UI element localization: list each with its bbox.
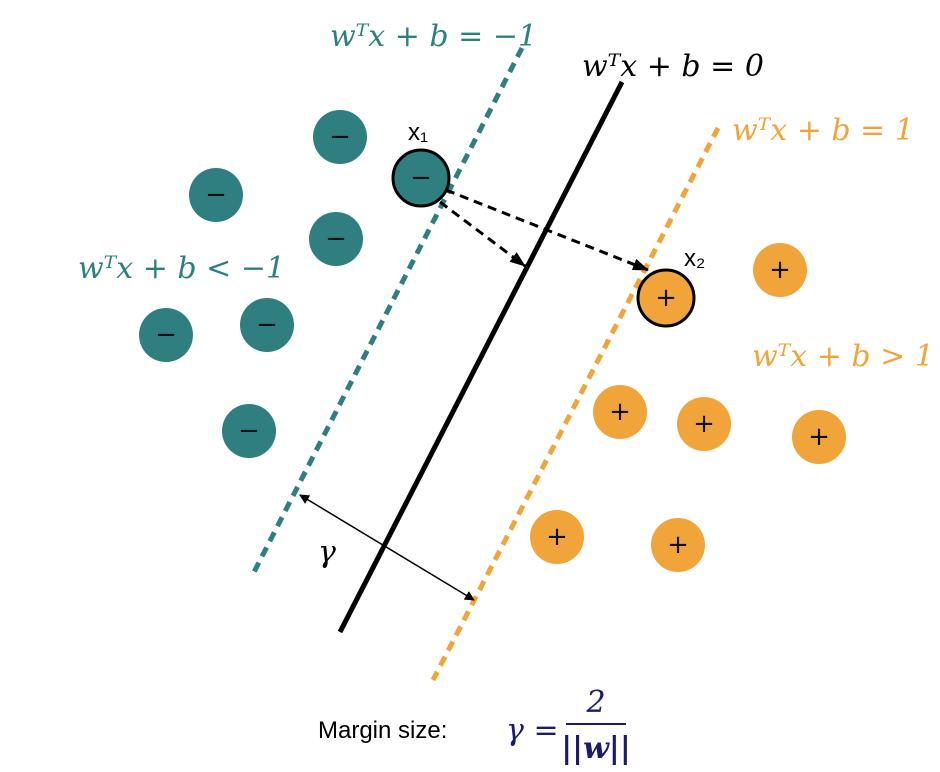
formula: γ = [506,713,559,748]
formula: 2 [585,685,605,720]
point-sign: + [808,422,830,452]
equation: wᵀx + b = 1 [732,113,914,148]
point-sign: − [410,163,432,193]
data-point [391,148,451,208]
margin-symbol: γ [318,535,336,570]
points: − − − − − − − + + + + + + + [139,110,846,572]
projection-arrow [445,188,649,272]
point-sign: − [256,310,278,340]
data-point [222,404,276,458]
data-point [189,168,243,222]
positive-margin-line [430,126,721,682]
point-sign: − [205,180,227,210]
point-sign: − [238,416,260,446]
point-sign: + [769,255,791,285]
point-sign: + [609,397,631,427]
footer-label: Margin size: [318,717,447,744]
point-sign: + [546,522,568,552]
point-sign: − [329,122,351,152]
data-point [530,510,584,564]
margin-arrow [299,494,475,601]
data-point [792,410,846,464]
data-point [139,308,193,362]
equation: wᵀx + b > 1 [752,339,934,374]
data-point [677,397,731,451]
point-sign: + [655,283,677,313]
equation: wᵀx + b = −1 [330,19,537,54]
data-point [593,385,647,439]
point-label: x₁ [408,119,428,146]
projection-arrow [439,200,526,268]
data-point [636,268,696,328]
point-sign: + [693,409,715,439]
point-sign: + [667,530,689,560]
data-point [309,212,363,266]
point-sign: − [155,320,177,350]
data-point [651,518,705,572]
formula: ||w|| [561,731,630,766]
point-label: x₂ [684,245,705,272]
data-point [753,243,807,297]
data-point [313,110,367,164]
negative-margin-line [249,46,525,578]
data-point [240,298,294,352]
equation: wᵀx + b = 0 [582,49,764,84]
equation: wᵀx + b < −1 [78,251,285,286]
point-sign: − [325,224,347,254]
